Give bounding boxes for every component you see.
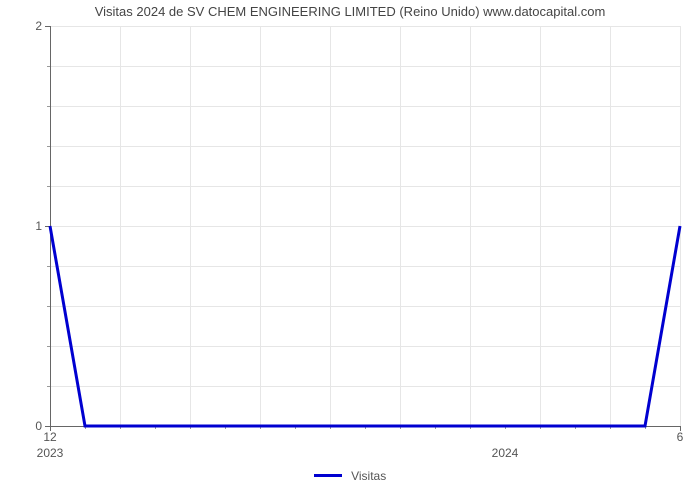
x-tick-label: 6 [677, 430, 684, 444]
grid-line-v [680, 26, 681, 426]
series-line [50, 226, 680, 426]
y-tick-label: 0 [35, 419, 42, 433]
chart-title: Visitas 2024 de SV CHEM ENGINEERING LIMI… [0, 4, 700, 19]
plot-area: 01212620232024 [50, 26, 680, 426]
x-year-label: 2024 [492, 446, 519, 460]
x-year-label: 2023 [37, 446, 64, 460]
series-layer [50, 26, 680, 426]
legend: Visitas [0, 468, 700, 483]
legend-swatch [314, 474, 342, 477]
y-tick-label: 1 [35, 219, 42, 233]
chart-container: Visitas 2024 de SV CHEM ENGINEERING LIMI… [0, 0, 700, 500]
y-tick-label: 2 [35, 19, 42, 33]
legend-label: Visitas [351, 469, 386, 483]
x-tick-label: 12 [43, 430, 56, 444]
